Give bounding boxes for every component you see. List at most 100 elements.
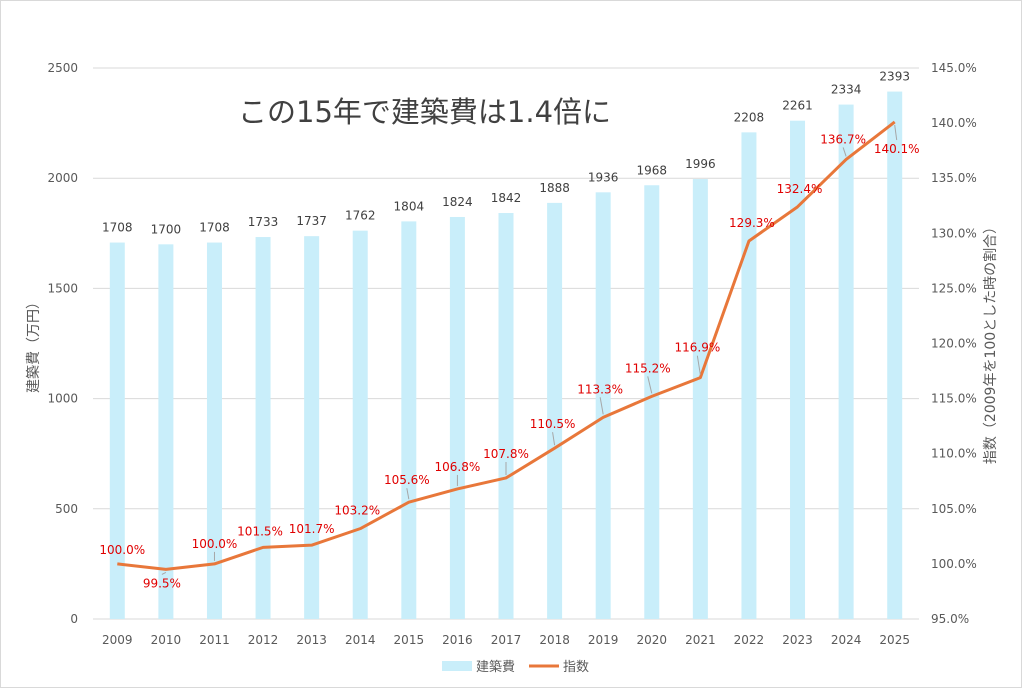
x-tick-label: 2017	[491, 633, 522, 647]
bar-value-label: 1888	[539, 181, 570, 195]
index-value-label: 101.5%	[237, 524, 283, 538]
bar-value-label: 1708	[199, 221, 230, 235]
index-value-label: 110.5%	[530, 417, 576, 431]
y-right-tick-label: 140.0%	[931, 116, 977, 130]
bars	[109, 91, 903, 619]
x-tick-label: 2011	[199, 633, 230, 647]
y-right-tick-label: 125.0%	[931, 281, 977, 295]
leader-line	[406, 488, 410, 500]
x-tick-label: 2013	[296, 633, 327, 647]
x-tick-label: 2019	[588, 633, 619, 647]
leader-line	[894, 124, 898, 141]
index-value-label: 103.2%	[334, 504, 380, 518]
index-value-label: 107.8%	[483, 447, 529, 461]
bar	[158, 244, 174, 619]
bar-value-label: 1708	[102, 221, 133, 235]
y-right-tick-label: 145.0%	[931, 61, 977, 75]
y-axis-right-label: 指数（2009年を100とした時の割合）	[982, 220, 999, 464]
leader-line	[842, 147, 847, 157]
bar-value-label: 1968	[636, 163, 667, 177]
legend-swatch-bar	[442, 661, 472, 671]
index-line	[117, 120, 896, 571]
bar-value-label: 1842	[491, 191, 522, 205]
index-value-label: 106.8%	[435, 460, 481, 474]
bar	[498, 213, 514, 619]
bar-value-label: 2393	[879, 70, 910, 84]
leader-line	[599, 397, 604, 415]
index-value-label: 115.2%	[625, 361, 671, 375]
x-tick-label: 2012	[248, 633, 279, 647]
x-tick-label: 2023	[782, 633, 813, 647]
index-value-label: 140.1%	[874, 142, 920, 156]
index-value-label: 101.7%	[289, 522, 335, 536]
bar	[206, 242, 222, 619]
bar	[304, 236, 320, 619]
axes: 0 500 1000 1500 2000 2500 95.0% 100.0% 105.0% 110…	[47, 61, 976, 647]
bar-value-label: 2208	[734, 110, 765, 124]
index-line-layer	[117, 120, 896, 571]
index-value-label: 100.0%	[192, 537, 238, 551]
bar	[595, 192, 611, 619]
index-value-label: 100.0%	[99, 543, 145, 557]
bar	[401, 221, 417, 619]
bar	[109, 242, 125, 619]
index-labels: 100.0%99.5%100.0%101.5% 101.7%103.2%105.6…	[99, 132, 919, 590]
bar	[352, 230, 368, 619]
y-left-tick-label: 2000	[47, 171, 78, 185]
index-value-label: 105.6%	[384, 473, 430, 487]
y-right-tick-label: 135.0%	[931, 171, 977, 185]
index-value-label: 99.5%	[143, 576, 181, 590]
y-left-tick-label: 1500	[47, 281, 78, 295]
x-tick-label: 2025	[879, 633, 910, 647]
x-tick-label: 2016	[442, 633, 473, 647]
x-tick-label: 2022	[734, 633, 765, 647]
y-left-tick-label: 1000	[47, 392, 78, 406]
bar	[449, 216, 465, 619]
bar	[644, 185, 660, 619]
index-value-label: 116.9%	[674, 341, 720, 355]
index-value-label: 113.3%	[577, 382, 623, 396]
bar	[790, 120, 806, 619]
x-tick-label: 2024	[831, 633, 862, 647]
x-tick-label: 2009	[102, 633, 133, 647]
y-right-tick-label: 100.0%	[931, 557, 977, 571]
x-tick-label: 2021	[685, 633, 716, 647]
y-right-tick-label: 95.0%	[931, 612, 969, 626]
y-right-tick-label: 120.0%	[931, 337, 977, 351]
bar-value-label: 2261	[782, 99, 813, 113]
bar	[547, 202, 563, 619]
y-left-tick-label: 2500	[47, 61, 78, 75]
x-tick-label: 2010	[151, 633, 182, 647]
y-right-tick-label: 110.0%	[931, 447, 977, 461]
x-tick-label: 2018	[539, 633, 570, 647]
legend: 建築費 指数	[442, 660, 589, 675]
y-right-tick-label: 130.0%	[931, 226, 977, 240]
index-value-label: 136.7%	[820, 132, 866, 146]
x-tick-label: 2020	[636, 633, 667, 647]
y-axis-left-label: 建築費（万円）	[26, 295, 42, 393]
bar-value-label: 1824	[442, 195, 473, 209]
legend-label-line: 指数	[563, 660, 589, 675]
bar-value-label: 1762	[345, 209, 376, 223]
bar-value-label: 1737	[296, 214, 327, 228]
bar-value-label: 1700	[151, 222, 182, 236]
x-tick-label: 2015	[394, 633, 425, 647]
bar-value-label: 1936	[588, 170, 619, 184]
leader-line	[647, 376, 653, 394]
y-right-tick-label: 115.0%	[931, 392, 977, 406]
index-value-label: 132.4%	[777, 182, 823, 196]
bar-value-label: 2334	[831, 83, 862, 97]
bar-value-label: 1804	[394, 199, 425, 213]
bar	[887, 91, 903, 619]
leader-lines	[161, 124, 898, 575]
y-left-tick-label: 500	[55, 502, 78, 516]
bar-value-label: 1996	[685, 157, 716, 171]
y-left-tick-label: 0	[70, 612, 78, 626]
legend-label-bar: 建築費	[476, 660, 515, 675]
leader-line	[696, 355, 701, 375]
bar	[255, 237, 271, 619]
leader-line	[552, 432, 556, 446]
leader-line	[161, 571, 167, 575]
